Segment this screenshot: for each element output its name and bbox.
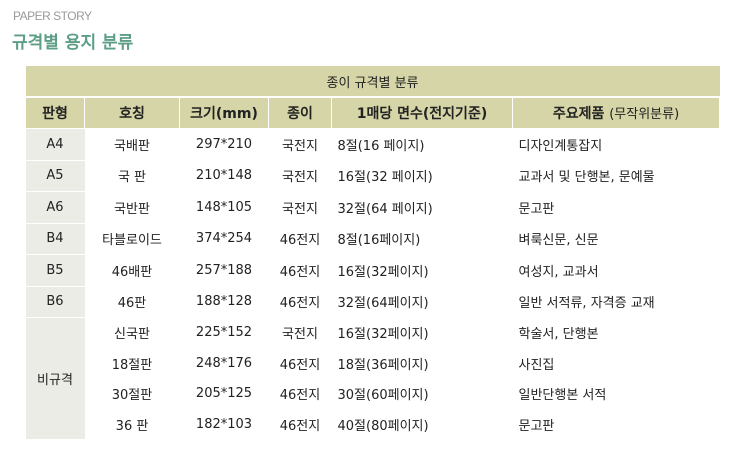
page-title: 규격별 용지 분류 — [12, 33, 134, 53]
paper-size-table: 종이 규격별 분류 판형 호칭 크기(mm) 종이 1매당 면수(전지기준) 주… — [25, 66, 720, 440]
col-header-products: 주요제품 (무작위분류) — [512, 97, 720, 129]
cell-products: 문고판 — [518, 418, 555, 434]
cell-type: A6 — [25, 191, 85, 224]
cell-pages: 16절(32 페이지) — [337, 170, 433, 186]
cell-size: 297*210 — [195, 137, 253, 152]
cell-products: 일반 서적류, 자격증 교재 — [518, 296, 655, 312]
cell-type: A4 — [25, 128, 85, 161]
cell-size: 257*188 — [195, 262, 253, 278]
cell-name: 36 판 — [115, 418, 149, 434]
cell-products: 문고판 — [518, 201, 555, 217]
cell-name: 46배판 — [111, 264, 153, 280]
cell-type: A5 — [25, 160, 85, 192]
cell-name: 타블로이드 — [102, 233, 162, 249]
cell-type: B4 — [25, 223, 85, 255]
cell-size: 148*105 — [195, 199, 253, 215]
table-caption: 종이 규격별 분류 — [25, 66, 720, 98]
cell-size: 182*103 — [195, 416, 253, 432]
table-row: A5 국 판 210*148 국전지 16절(32 페이지) 교과서 및 단행본, 문예물 — [25, 160, 720, 192]
cell-paper: 국전지 — [282, 139, 318, 154]
cell-pages: 32절(64 페이지) — [337, 201, 433, 217]
table-row: 30절판 205*125 46전지 30절(60페이지) 일반단행본 서적 — [26, 379, 720, 410]
cell-name: 국 판 — [117, 170, 147, 186]
table-row: 18절판 248*176 46전지 18절(36페이지) 사진집 — [26, 348, 720, 379]
cell-size: 205*125 — [195, 386, 253, 402]
cell-products: 학술서, 단행본 — [518, 327, 599, 343]
cell-products: 일반단행본 서적 — [518, 388, 607, 404]
table-row: A4 국배판 297*210 국전지 8절(16 페이지) 디자인계통잡지 — [25, 128, 720, 161]
cell-pages: 8절(16페이지) — [337, 233, 421, 249]
cell-size: 374*254 — [195, 231, 253, 247]
table-row: 36 판 182*103 46전지 40절(80페이지) 문고판 — [26, 409, 720, 440]
cell-products: 벼룩신문, 신문 — [518, 233, 599, 249]
table-row: A6 국반판 148*105 국전지 32절(64 페이지) 문고판 — [25, 191, 720, 224]
col-header-products-sub: (무작위분류) — [609, 107, 680, 122]
cell-paper: 국전지 — [282, 201, 318, 217]
cell-name: 30절판 — [111, 388, 153, 404]
col-header-name: 호칭 — [84, 97, 180, 129]
table-row: B5 46배판 257*188 46전지 16절(32페이지) 여성지, 교과서 — [25, 254, 720, 287]
cell-name: 18절판 — [111, 357, 153, 373]
cell-paper: 46전지 — [279, 264, 321, 280]
col-header-products-label: 주요제품 — [552, 106, 605, 122]
col-header-size: 크기(mm) — [179, 97, 269, 129]
cell-type: B6 — [25, 286, 85, 318]
cell-paper: 국전지 — [282, 170, 318, 186]
table-row: B6 46판 188*128 46전지 32절(64페이지) 일반 서적류, 자격증 교재 — [25, 286, 720, 318]
cell-pages: 32절(64페이지) — [337, 296, 429, 312]
cell-size: 248*176 — [195, 355, 253, 371]
cell-name: 국반판 — [114, 201, 150, 217]
table-row: B4 타블로이드 374*254 46전지 8절(16페이지) 벼룩신문, 신문 — [25, 223, 720, 255]
cell-paper: 46전지 — [279, 418, 321, 434]
cell-name: 국배판 — [114, 139, 150, 154]
cell-size: 225*152 — [195, 325, 253, 341]
cell-products: 디자인계통잡지 — [518, 139, 603, 154]
cell-name: 46판 — [117, 296, 147, 312]
cell-pages: 40절(80페이지) — [337, 418, 429, 434]
cell-name: 신국판 — [114, 327, 150, 343]
cell-paper: 46전지 — [279, 296, 321, 312]
col-header-type: 판형 — [25, 97, 85, 129]
cell-products: 여성지, 교과서 — [518, 264, 599, 280]
cell-pages: 30절(60페이지) — [337, 388, 429, 404]
col-header-pages: 1매당 면수(전지기준) — [331, 97, 513, 129]
cell-paper: 46전지 — [279, 357, 321, 373]
cell-paper: 46전지 — [279, 388, 321, 404]
table-row: 비규격 신국판 225*152 국전지 16절(32페이지) 학술서, 단행본 — [25, 317, 720, 440]
cell-paper: 국전지 — [282, 327, 318, 343]
cell-pages: 16절(32페이지) — [337, 264, 429, 280]
cell-size: 210*148 — [195, 168, 253, 184]
cell-pages: 8절(16 페이지) — [337, 139, 425, 154]
cell-size: 188*128 — [195, 294, 253, 310]
cell-paper: 46전지 — [279, 233, 321, 249]
cell-products: 사진집 — [518, 357, 555, 373]
cell-pages: 16절(32페이지) — [337, 327, 429, 343]
cell-products: 교과서 및 단행본, 문예물 — [518, 170, 655, 186]
cell-pages: 18절(36페이지) — [337, 357, 429, 373]
cell-type: 비규격 — [25, 317, 85, 440]
col-header-paper: 종이 — [268, 97, 332, 129]
brand-label: PAPER STORY — [13, 9, 92, 23]
cell-type: B5 — [25, 254, 85, 287]
